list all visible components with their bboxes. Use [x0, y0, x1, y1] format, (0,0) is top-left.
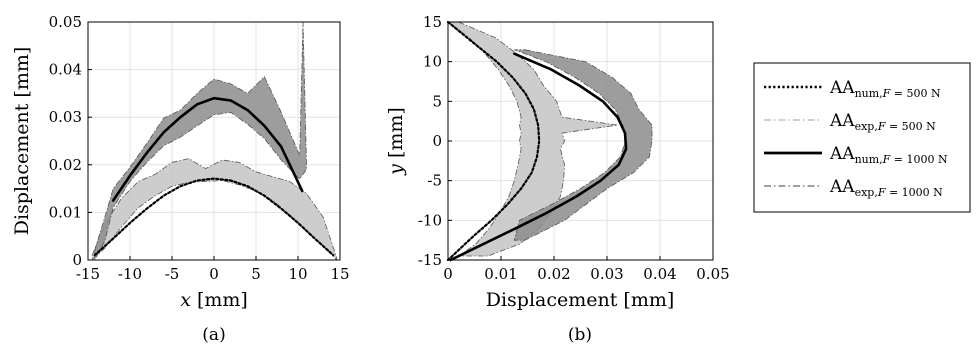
panel-a-xlabel-unit: [mm] [197, 289, 248, 311]
panel-b: 0 0.01 0.02 0.03 0.04 0.05 -15 -10 -5 0 5 10 15 Disp… [385, 13, 730, 345]
legend-label-var: F [877, 186, 886, 199]
x-tick-label: 0 [443, 265, 453, 283]
legend-label-sub: exp, [855, 120, 878, 133]
band-exp-1000n [94, 21, 307, 261]
y-tick-label: 10 [423, 53, 442, 71]
legend-label: AAnum,F = 500 N [829, 78, 941, 100]
x-tick-label: 0.04 [643, 265, 676, 283]
panel-b-caption: (b) [568, 325, 592, 345]
legend-label-main: AA [829, 78, 855, 98]
legend-label-var: F [882, 153, 891, 166]
y-tick-label: 0 [432, 132, 442, 150]
y-tick-label: 0.02 [49, 156, 82, 174]
panel-a-caption: (a) [202, 325, 225, 345]
y-tick-label: 0.01 [49, 203, 82, 221]
legend-label-var: F [877, 120, 886, 133]
x-tick-label: 10 [288, 265, 307, 283]
x-tick-label: 0 [209, 265, 219, 283]
legend-label-value: = 1000 N [890, 153, 948, 166]
y-tick-label: 0.05 [49, 13, 82, 31]
y-tick-label: -5 [427, 172, 442, 190]
y-tick-label: 0.03 [49, 108, 82, 126]
legend-label-sub: num, [855, 153, 883, 166]
panel-b-xlabel: Displacement [mm] [486, 289, 675, 311]
legend-label-value: = 1000 N [885, 186, 943, 199]
x-tick-label: -15 [76, 265, 100, 283]
line-num-1000n [449, 52, 628, 262]
y-tick-label: 0.04 [49, 61, 82, 79]
y-tick-label: -10 [418, 211, 442, 229]
y-tick-label: 15 [423, 13, 442, 31]
legend-label-value: = 500 N [890, 87, 941, 100]
legend-label: AAexp,F = 1000 N [829, 177, 943, 199]
panel-a-xlabel: x [mm] [180, 289, 248, 311]
panel-a-ticks: -15 -10 -5 0 5 10 15 0 0.01 0.02 0.03 0.04 0.05 [49, 13, 350, 283]
panel-b-series [446, 20, 653, 262]
panel-a: -15 -10 -5 0 5 10 15 0 0.01 0.02 0.03 0.04 0.05 x [m… [11, 13, 350, 345]
legend-box [753, 62, 971, 213]
x-tick-label: -10 [118, 265, 142, 283]
panel-a-xlabel-var: x [180, 289, 191, 311]
x-tick-label: -5 [165, 265, 180, 283]
y-tick-label: -15 [418, 251, 442, 269]
x-tick-label: 5 [251, 265, 261, 283]
line-num-1000n [111, 96, 304, 202]
panel-b-ticks: 0 0.01 0.02 0.03 0.04 0.05 -15 -10 -5 0 5 10 15 [418, 13, 730, 283]
panel-b-ylabel-unit: [mm] [385, 107, 407, 158]
line-num-500n [93, 177, 335, 257]
legend-label-sub: exp, [855, 186, 878, 199]
legend-label: AAnum,F = 1000 N [829, 144, 948, 166]
legend-label-var: F [882, 87, 891, 100]
legend-label: AAexp,F = 500 N [829, 111, 936, 133]
legend-label-value: = 500 N [885, 120, 936, 133]
x-tick-label: 0.02 [537, 265, 570, 283]
line-num-500n [446, 20, 541, 262]
y-tick-label: 5 [432, 92, 442, 110]
panel-b-ylabel-var: y [385, 164, 407, 176]
y-tick-label: 0 [72, 251, 82, 269]
legend-label-main: AA [829, 177, 855, 197]
panel-a-ylabel: Displacement [mm] [11, 47, 33, 236]
legend-label-sub: num, [855, 87, 883, 100]
legend-label-main: AA [829, 111, 855, 131]
x-tick-label: 15 [330, 265, 349, 283]
band-exp-1000n [513, 49, 653, 241]
panel-b-ylabel: y [mm] [385, 107, 407, 176]
legend-label-main: AA [829, 144, 855, 164]
x-tick-label: 0.03 [590, 265, 623, 283]
x-tick-label: 0.05 [696, 265, 729, 283]
x-tick-label: 0.01 [484, 265, 517, 283]
